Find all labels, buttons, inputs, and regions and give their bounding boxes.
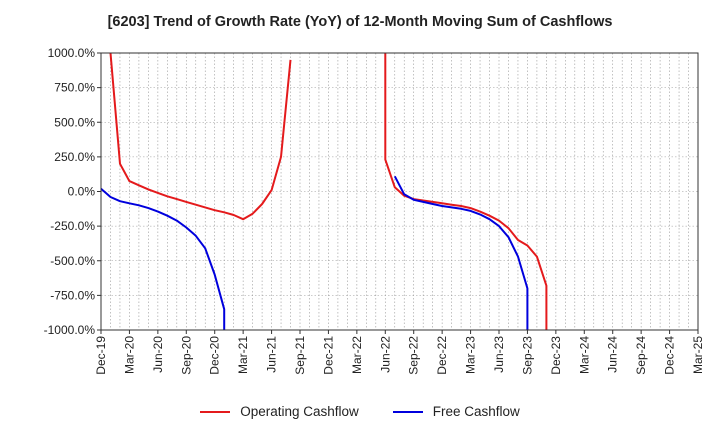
x-tick-label: Mar-25: [691, 336, 705, 374]
legend-label-operating-cashflow: Operating Cashflow: [240, 404, 359, 419]
x-tick-label: Dec-23: [549, 336, 563, 375]
x-tick-label: Dec-21: [321, 336, 335, 375]
legend-swatch-operating-cashflow: [200, 410, 231, 413]
x-tick-label: Sep-21: [293, 336, 307, 375]
x-tick-label: Dec-19: [94, 336, 108, 375]
chart-title: [6203] Trend of Growth Rate (YoY) of 12-…: [107, 14, 613, 30]
x-tick-label: Sep-24: [634, 336, 648, 375]
x-tick-label: Mar-24: [577, 336, 591, 374]
legend-swatch-free-cashflow: [392, 410, 423, 413]
y-tick-label: 0.0%: [68, 185, 96, 199]
x-tick-label: Jun-20: [151, 336, 165, 373]
y-tick-label: 1000.0%: [48, 46, 96, 60]
x-tick-label: Sep-20: [179, 336, 193, 375]
x-tick-label: Sep-22: [407, 336, 421, 375]
y-tick-label: -750.0%: [50, 288, 95, 302]
x-tick-label: Jun-23: [492, 336, 506, 373]
x-tick-label: Dec-20: [208, 336, 222, 375]
x-tick-label: Sep-23: [520, 336, 534, 375]
x-tick-label: Dec-24: [663, 336, 677, 375]
y-axis-ticks: 1000.0% 750.0% 500.0% 250.0% 0.0% -250.0% -500…: [44, 46, 101, 337]
legend-label-free-cashflow: Free Cashflow: [432, 404, 520, 419]
x-tick-label: Mar-22: [350, 336, 364, 374]
legend-item-free-cashflow: Free Cashflow: [392, 404, 520, 419]
x-tick-label: Jun-21: [265, 336, 279, 373]
series-line-free-cashflow: [393, 175, 529, 330]
series-line-free-cashflow: [101, 187, 226, 330]
x-tick-label: Mar-23: [464, 336, 478, 374]
y-tick-label: 500.0%: [54, 115, 95, 129]
y-tick-label: 250.0%: [54, 150, 95, 164]
y-tick-label: -500.0%: [50, 254, 95, 268]
y-tick-label: 750.0%: [54, 81, 95, 95]
y-tick-label: -250.0%: [50, 219, 95, 233]
x-tick-label: Dec-22: [435, 336, 449, 375]
y-tick-label: -1000.0%: [44, 323, 96, 337]
series-line-operating-cashflow: [109, 53, 292, 221]
legend-item-operating-cashflow: Operating Cashflow: [200, 404, 359, 419]
x-tick-label: Jun-22: [378, 336, 392, 373]
x-tick-label: Mar-21: [236, 336, 250, 374]
series-layer: [101, 53, 548, 330]
x-axis-ticks: Dec-19 Mar-20 Jun-20 Sep-20 Dec-20 Mar-21 Jun-…: [94, 330, 705, 375]
legend: Operating Cashflow Free Cashflow: [0, 404, 720, 419]
x-tick-label: Mar-20: [122, 336, 136, 374]
x-tick-label: Jun-24: [606, 336, 620, 373]
